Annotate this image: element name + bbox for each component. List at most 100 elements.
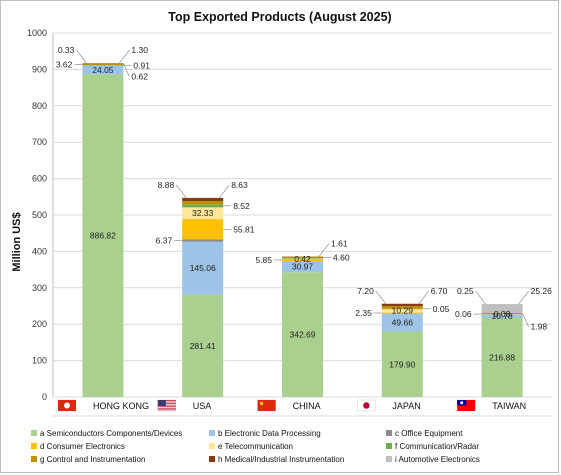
y-tick-label: 600 xyxy=(32,174,47,184)
data-label: 8.88 xyxy=(158,180,175,190)
bar-segment-usa-3 xyxy=(182,219,224,240)
data-label: 24.05 xyxy=(92,65,114,75)
data-label: 49.66 xyxy=(392,317,414,327)
bar-segment-taiwan-0 xyxy=(481,318,523,397)
data-label: 0.62 xyxy=(131,72,148,82)
flag-field xyxy=(257,400,276,411)
bar-segment-china-5 xyxy=(282,258,323,259)
legend-item-label: e Telecommunication xyxy=(218,442,293,451)
bar-segment-japan-1 xyxy=(381,313,423,332)
japan-flag-icon xyxy=(357,399,376,412)
data-label: 3.62 xyxy=(56,59,73,69)
legend-item-label: b Electronic Data Processing xyxy=(218,429,321,438)
category-label: JAPAN xyxy=(392,401,420,411)
data-label: 0.33 xyxy=(58,45,75,55)
data-label: 8.63 xyxy=(231,180,248,190)
legend-swatch xyxy=(31,443,37,449)
x-axis-categories: HONG KONG USA CHINA JAPAN TAIWAN xyxy=(53,399,552,417)
data-label: 10.29 xyxy=(392,306,414,316)
y-tick-label: 900 xyxy=(32,64,47,74)
y-tick-label: 200 xyxy=(32,319,47,329)
data-label: 342.69 xyxy=(290,330,316,340)
flag-bauhinia xyxy=(64,402,70,409)
bar-segment-japan-3 xyxy=(381,312,423,314)
legend-swatch xyxy=(31,430,37,436)
leader-line xyxy=(522,313,529,327)
bar-segment-china-0 xyxy=(282,272,323,397)
data-label: 6.37 xyxy=(156,236,173,246)
bar-segment-china-3 xyxy=(282,258,323,261)
flag-stripe xyxy=(157,407,176,409)
flag-stripe xyxy=(157,400,176,401)
leader-line xyxy=(76,49,87,64)
legend-swatch xyxy=(386,443,392,449)
category-label: CHINA xyxy=(293,401,321,411)
data-label: 25.26 xyxy=(531,286,553,296)
bar-segment-usa-0 xyxy=(182,294,224,397)
bar-segment-usa-4 xyxy=(182,207,224,220)
data-label: 0.05 xyxy=(433,304,450,314)
flag-stripe xyxy=(157,406,176,408)
chart-title: Top Exported Products (August 2025) xyxy=(168,10,391,24)
usa-flag-icon xyxy=(157,399,177,412)
legend-item-label: i Automotive Electronics xyxy=(395,455,480,464)
leader-line xyxy=(375,290,387,304)
flag-stripe xyxy=(157,403,176,404)
bar-segment-china-1 xyxy=(282,260,323,273)
category-label: TAIWAN xyxy=(492,401,526,411)
bar-segment-china-6 xyxy=(282,256,323,259)
legend-swatch xyxy=(209,443,215,449)
data-label: 0.25 xyxy=(457,286,474,296)
data-label: 7.20 xyxy=(357,286,374,296)
data-label: 2.35 xyxy=(355,308,372,318)
china-flag-icon xyxy=(257,399,276,412)
leader-line xyxy=(218,184,230,199)
flag-canton xyxy=(157,400,166,406)
bar-segment-usa-5 xyxy=(182,204,224,208)
legend: a Semiconductors Components/Devices b Ele… xyxy=(31,429,480,464)
hong-kong-flag-icon xyxy=(57,399,77,412)
bar-segment-taiwan-8 xyxy=(481,304,523,314)
bar-segment-hong-kong-0 xyxy=(82,74,124,398)
data-label: 30.97 xyxy=(292,262,314,272)
category-label: USA xyxy=(193,401,212,411)
data-label: 6.70 xyxy=(431,286,448,296)
data-label: 1.98 xyxy=(531,322,548,332)
data-label: 216.88 xyxy=(489,353,515,363)
y-axis-ticks: 0 100 200 300 400 500 600 700 800 900 1000 xyxy=(27,28,47,402)
legend-item-label: d Consumer Electronics xyxy=(40,442,125,451)
data-label: 5.85 xyxy=(255,255,272,265)
y-tick-label: 400 xyxy=(32,246,47,256)
legend-item-label: a Semiconductors Components/Devices xyxy=(40,429,182,438)
flag-star xyxy=(260,401,264,406)
leader-line xyxy=(418,290,430,304)
data-label: 281.41 xyxy=(190,341,216,351)
leader-line xyxy=(318,243,330,257)
bar-segment-usa-1 xyxy=(182,241,224,295)
bar-segment-usa-7 xyxy=(182,197,224,202)
data-label: 0.42 xyxy=(294,254,311,264)
legend-swatch xyxy=(386,456,392,462)
legend-item-label: g Control and Instrumentation xyxy=(40,455,145,464)
bar-segment-hong-kong-6 xyxy=(82,63,124,65)
legend-item-label: c Office Equipment xyxy=(395,429,463,438)
data-label: 1.30 xyxy=(131,45,148,55)
y-tick-label: 300 xyxy=(32,283,47,293)
y-tick-label: 500 xyxy=(32,210,47,220)
data-labels: 886.82 24.05 0.33 3.62 1.30 0.91 0.62 281.41 145… xyxy=(56,45,552,369)
leader-line xyxy=(475,290,486,305)
leader-line xyxy=(175,184,187,199)
bar-segment-taiwan-1 xyxy=(481,314,523,319)
legend-item-label: f Communication/Radar xyxy=(395,442,479,451)
data-label: 1.61 xyxy=(331,238,348,248)
flag-stripe xyxy=(157,404,176,406)
data-label: 0.08 xyxy=(494,309,511,319)
data-label: 145.06 xyxy=(190,263,216,273)
data-label: 32.33 xyxy=(192,208,214,218)
data-label: 55.81 xyxy=(233,224,255,234)
y-tick-label: 700 xyxy=(32,137,47,147)
category-label: HONG KONG xyxy=(93,401,149,411)
bar-segment-hong-kong-1 xyxy=(82,65,124,75)
